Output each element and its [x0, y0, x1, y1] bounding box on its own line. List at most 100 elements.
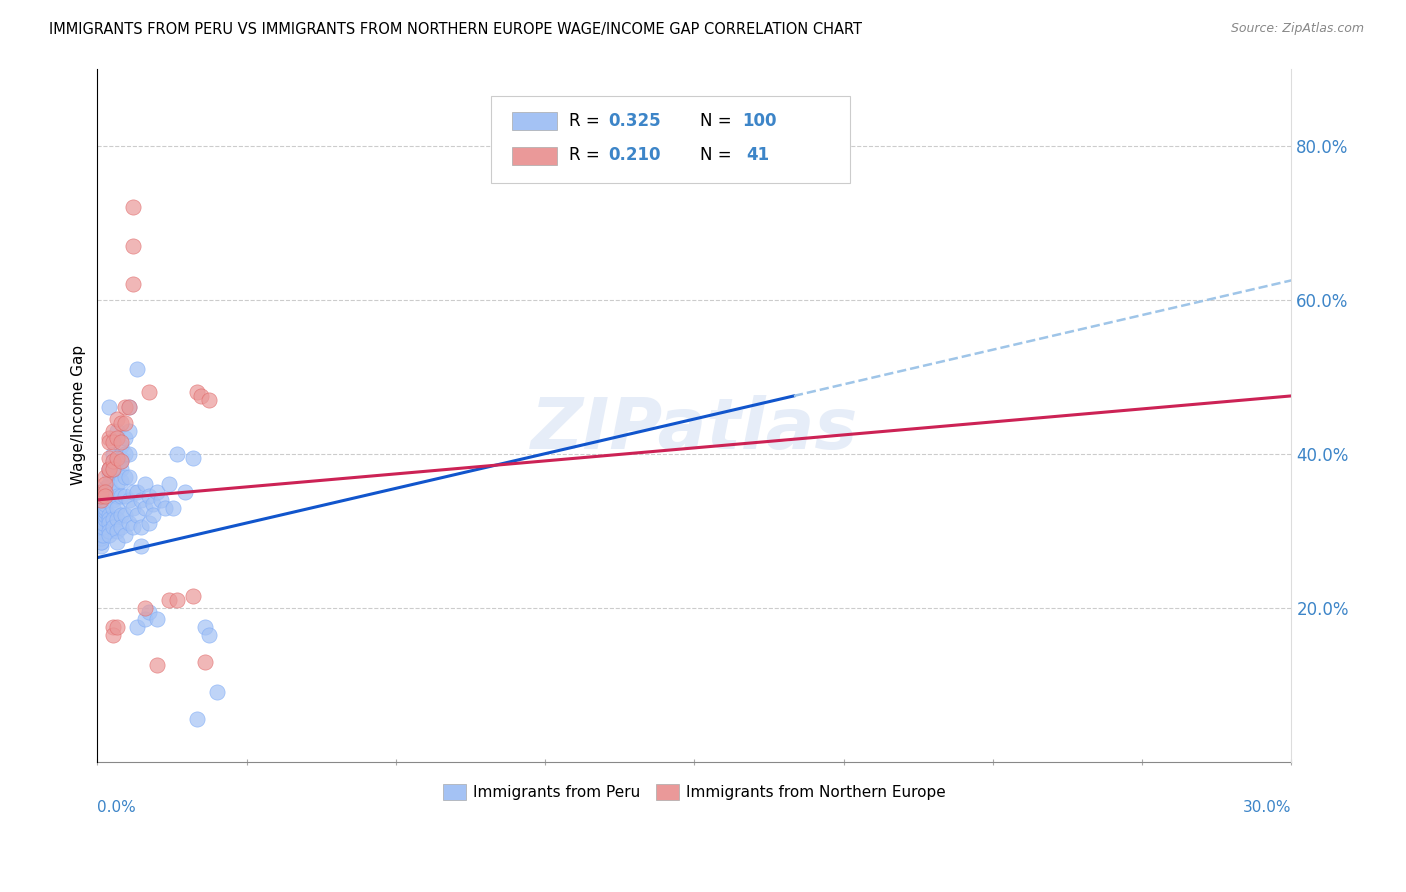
Text: R =: R =: [569, 112, 605, 129]
Point: [166, 447, 188, 461]
Point: [190, 389, 212, 403]
Point: [122, 277, 145, 292]
Point: [129, 492, 152, 507]
Point: [90, 539, 112, 553]
Point: [103, 620, 125, 634]
Point: [90, 532, 112, 546]
Point: [103, 512, 125, 526]
FancyBboxPatch shape: [492, 96, 849, 183]
Point: [94, 485, 117, 500]
Point: [194, 620, 217, 634]
Point: [162, 500, 184, 515]
Text: 41: 41: [745, 146, 769, 164]
Point: [114, 431, 136, 445]
Point: [103, 454, 125, 468]
Point: [94, 470, 117, 484]
Point: [98, 466, 121, 480]
Y-axis label: Wage/Income Gap: Wage/Income Gap: [72, 345, 86, 485]
Point: [114, 489, 136, 503]
Point: [91, 527, 114, 541]
Point: [194, 655, 217, 669]
Point: [94, 504, 117, 518]
Point: [138, 489, 160, 503]
Point: [94, 492, 117, 507]
Point: [94, 477, 117, 491]
Point: [90, 535, 112, 549]
Point: [134, 477, 156, 491]
Point: [118, 516, 141, 530]
Point: [118, 401, 141, 415]
Point: [114, 527, 136, 541]
Point: [103, 424, 125, 438]
Point: [186, 385, 208, 400]
Point: [157, 593, 180, 607]
Point: [110, 520, 132, 534]
Point: [138, 516, 160, 530]
Text: 0.325: 0.325: [609, 112, 661, 129]
Text: 100: 100: [742, 112, 776, 129]
Point: [150, 492, 173, 507]
Point: [98, 462, 121, 476]
Text: R =: R =: [569, 146, 605, 164]
Point: [90, 489, 112, 503]
Point: [110, 474, 132, 488]
Point: [105, 412, 128, 426]
Point: [103, 628, 125, 642]
FancyBboxPatch shape: [512, 147, 557, 165]
Point: [114, 508, 136, 523]
Point: [181, 450, 204, 465]
Point: [105, 450, 128, 465]
Point: [105, 466, 128, 480]
Point: [198, 628, 221, 642]
Point: [103, 435, 125, 450]
Point: [105, 535, 128, 549]
Point: [98, 516, 121, 530]
Point: [122, 500, 145, 515]
Point: [110, 454, 132, 468]
Point: [138, 605, 160, 619]
Point: [110, 439, 132, 453]
Point: [98, 527, 121, 541]
Point: [103, 500, 125, 515]
Point: [134, 612, 156, 626]
Point: [118, 401, 141, 415]
Point: [98, 401, 121, 415]
Point: [142, 508, 165, 523]
Point: [91, 520, 114, 534]
Text: 0.0%: 0.0%: [97, 800, 136, 815]
Point: [118, 424, 141, 438]
Point: [127, 508, 149, 523]
Point: [110, 435, 132, 450]
FancyBboxPatch shape: [512, 112, 557, 130]
Point: [105, 489, 128, 503]
Point: [90, 535, 112, 549]
Point: [181, 589, 204, 603]
Point: [198, 392, 221, 407]
Point: [134, 500, 156, 515]
Point: [94, 489, 117, 503]
Text: IMMIGRANTS FROM PERU VS IMMIGRANTS FROM NORTHERN EUROPE WAGE/INCOME GAP CORRELAT: IMMIGRANTS FROM PERU VS IMMIGRANTS FROM …: [49, 22, 862, 37]
Text: 30.0%: 30.0%: [1243, 800, 1292, 815]
Point: [114, 447, 136, 461]
Point: [186, 713, 208, 727]
Point: [103, 454, 125, 468]
Point: [94, 481, 117, 495]
Point: [105, 477, 128, 491]
Point: [90, 512, 112, 526]
Text: Source: ZipAtlas.com: Source: ZipAtlas.com: [1230, 22, 1364, 36]
Point: [94, 500, 117, 515]
Point: [129, 539, 152, 553]
Point: [127, 620, 149, 634]
Point: [153, 500, 176, 515]
Text: 0.210: 0.210: [609, 146, 661, 164]
Point: [103, 485, 125, 500]
Point: [114, 416, 136, 430]
Point: [127, 485, 149, 500]
Point: [122, 200, 145, 214]
Point: [90, 485, 112, 500]
Point: [110, 462, 132, 476]
Point: [90, 520, 112, 534]
Point: [90, 504, 112, 518]
Point: [146, 658, 169, 673]
Point: [146, 612, 169, 626]
